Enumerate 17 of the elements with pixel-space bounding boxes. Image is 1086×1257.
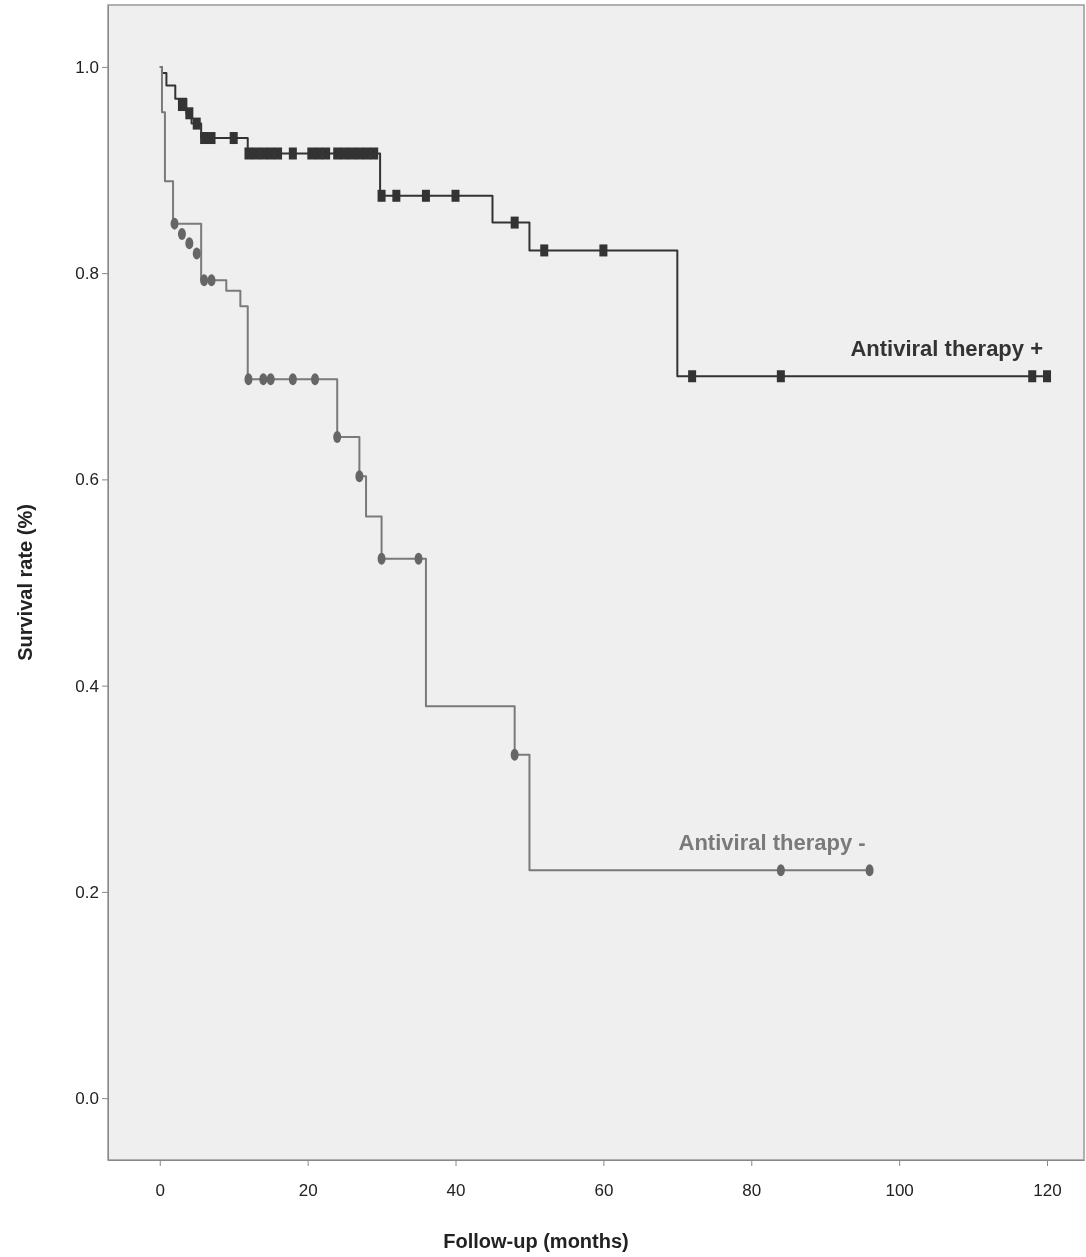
x-tick-label: 20 <box>298 1181 318 1201</box>
x-tick-label: 120 <box>1033 1181 1062 1201</box>
y-tick-label: 1.0 <box>75 57 99 77</box>
x-tick-label: 100 <box>885 1181 914 1201</box>
y-tick-label: 0.2 <box>75 882 99 902</box>
series-label: Antiviral therapy + <box>850 336 1044 362</box>
y-tick-label: 0.0 <box>75 1089 99 1109</box>
x-tick-label: 80 <box>742 1181 762 1201</box>
y-tick-label: 0.6 <box>75 470 99 490</box>
y-tick-label: 0.8 <box>75 264 99 284</box>
y-axis-title: Survival rate (%) <box>14 504 36 661</box>
x-axis-title: Follow-up (months) <box>443 1230 629 1252</box>
x-tick-label: 0 <box>155 1181 165 1201</box>
series-label: Antiviral therapy - <box>678 830 866 856</box>
x-tick-label: 40 <box>446 1181 466 1201</box>
y-tick-label: 0.4 <box>75 676 99 696</box>
x-tick-label: 60 <box>594 1181 614 1201</box>
